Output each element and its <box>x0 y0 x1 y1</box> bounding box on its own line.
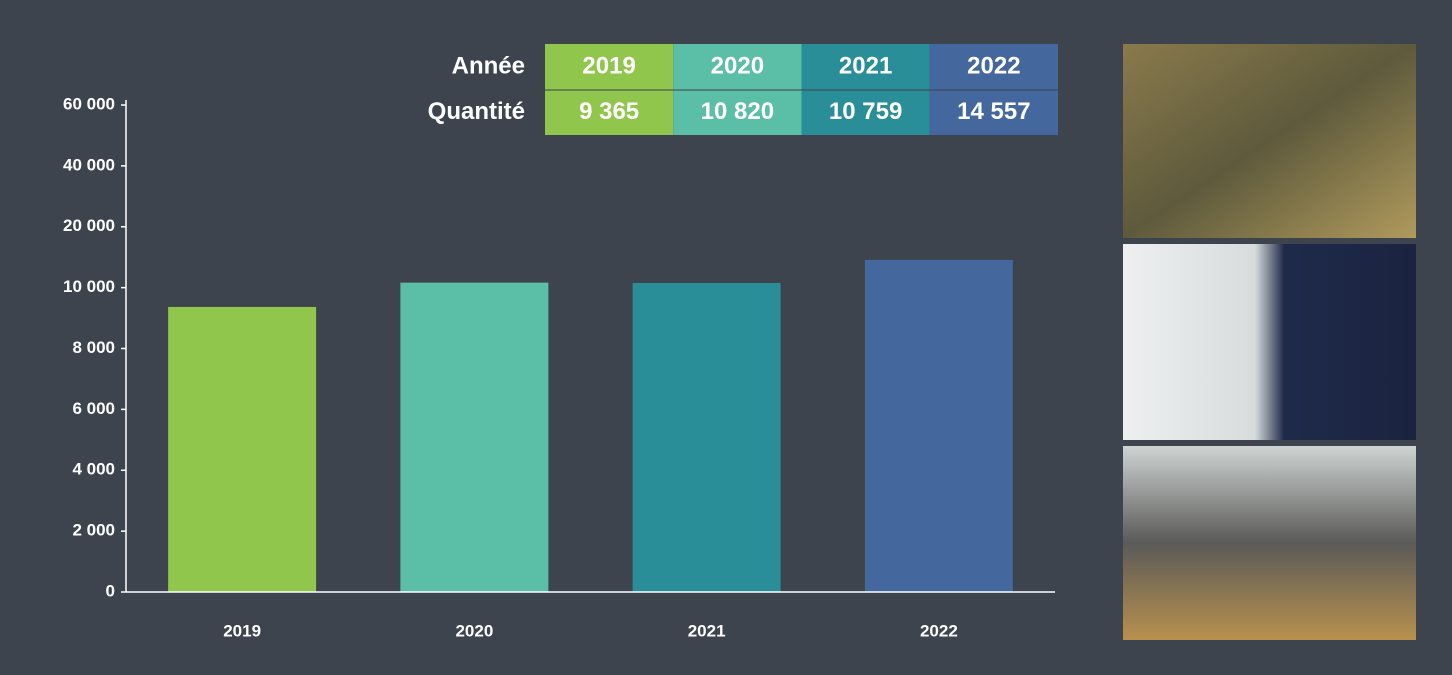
table-year: 2021 <box>839 52 892 79</box>
y-tick-label: 10 000 <box>63 277 115 296</box>
table-row-label: Quantité <box>428 98 525 125</box>
table-quantity: 14 557 <box>957 98 1030 125</box>
chart: 0 2 000 4 000 6 000 8 000 10 000 20 000 40 000 6… <box>0 0 1452 675</box>
bar <box>633 283 781 592</box>
y-tick-label: 0 <box>106 581 115 600</box>
x-tick-label: 2020 <box>455 621 493 640</box>
bar <box>168 307 316 592</box>
y-tick-label: 20 000 <box>63 216 115 235</box>
photo <box>1123 244 1416 440</box>
table-year: 2019 <box>582 52 635 79</box>
photo <box>1123 446 1416 640</box>
y-tick-label: 8 000 <box>72 338 115 357</box>
y-tick-label: 4 000 <box>72 460 115 479</box>
table-quantity: 10 759 <box>829 98 902 125</box>
x-tick-label: 2021 <box>688 621 726 640</box>
table-quantity: 10 820 <box>701 98 774 125</box>
table-quantity: 9 365 <box>579 98 639 125</box>
table-year: 2022 <box>967 52 1020 79</box>
x-tick-label: 2019 <box>223 621 261 640</box>
table-year: 2020 <box>711 52 764 79</box>
bar <box>865 260 1013 592</box>
bar <box>400 283 548 592</box>
x-tick-label: 2022 <box>920 621 958 640</box>
table-row-label: Année <box>452 52 525 79</box>
photo <box>1123 44 1416 238</box>
y-tick-label: 6 000 <box>72 399 115 418</box>
y-tick-label: 2 000 <box>72 521 115 540</box>
y-tick-label: 40 000 <box>63 155 115 174</box>
y-tick-label: 60 000 <box>63 94 115 113</box>
